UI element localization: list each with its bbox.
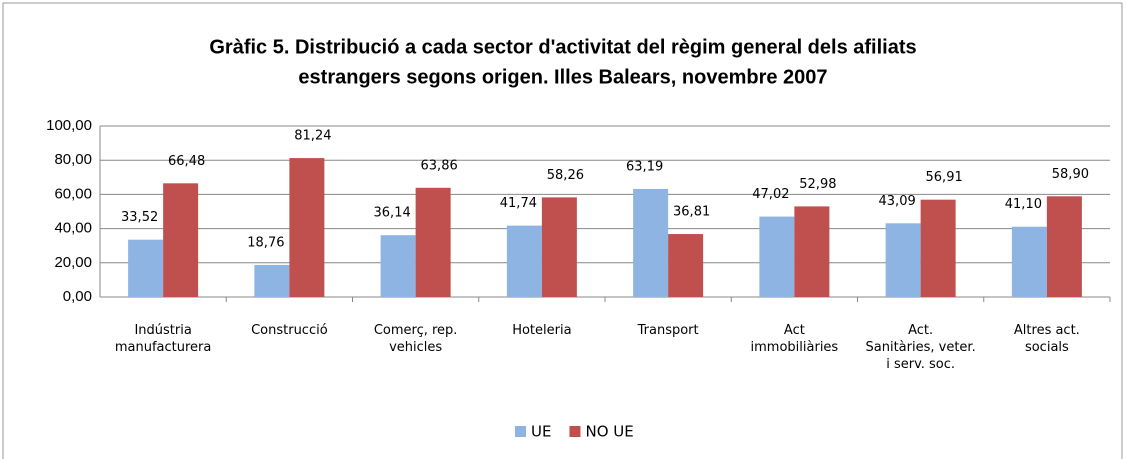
x-tick-label-line: Sanitàries, veter.: [866, 340, 976, 355]
bar: [254, 264, 290, 297]
chart-title: Gràfic 5. Distribució a cada sector d'ac…: [209, 36, 916, 58]
value-label: 56,91: [926, 170, 963, 185]
y-tick-label: 40,00: [54, 220, 92, 237]
x-tick-label-line: Indústria: [134, 323, 191, 338]
value-label: 63,86: [421, 158, 458, 173]
x-tick-label: Indústria manufacturera: [115, 323, 212, 355]
x-tick-label: Hoteleria: [512, 323, 571, 338]
value-label: 41,74: [500, 196, 537, 211]
legend-swatch: [515, 426, 526, 437]
y-tick-label: 100,00: [46, 117, 92, 134]
bar: [506, 225, 542, 297]
bar: [633, 188, 669, 297]
chart-title: estrangers segons origen. Illes Balears,…: [298, 66, 827, 88]
value-label: 52,98: [799, 177, 836, 192]
value-label: 58,26: [547, 168, 584, 183]
bar: [1011, 226, 1047, 297]
bar: [415, 187, 451, 297]
x-tick-label: Transport: [637, 323, 699, 338]
value-label: 36,81: [673, 205, 710, 220]
x-tick-label: Act immobiliàries: [751, 323, 839, 355]
bar: [885, 223, 921, 297]
bar: [289, 158, 325, 297]
value-label: 66,48: [168, 154, 205, 169]
x-tick-label-line: socials: [1025, 340, 1069, 355]
x-tick-label: Construcció: [251, 323, 328, 338]
y-tick-label: 20,00: [54, 254, 92, 271]
x-tick-label-line: Comerç, rep.: [374, 323, 458, 338]
y-tick-label: 0,00: [63, 288, 92, 305]
x-tick-label-line: Construcció: [251, 323, 328, 338]
value-label: 33,52: [121, 210, 158, 225]
value-label: 43,09: [879, 194, 916, 209]
legend-label: NO UE: [585, 423, 633, 441]
value-label: 41,10: [1005, 197, 1042, 212]
x-tick-label: Altres act. socials: [1014, 323, 1080, 355]
bar: [794, 206, 830, 297]
value-label: 58,90: [1052, 167, 1089, 182]
x-tick-label-line: manufacturera: [115, 340, 212, 355]
bar: [759, 216, 795, 297]
x-tick-label: Comerç, rep. vehicles: [374, 323, 458, 355]
bar: [163, 183, 199, 297]
bar: [1046, 196, 1082, 297]
x-tick-label-line: vehicles: [389, 340, 442, 355]
value-label: 36,14: [374, 206, 411, 221]
x-tick-label-line: Act.: [908, 323, 933, 338]
value-label: 47,02: [752, 187, 789, 202]
y-tick-label: 60,00: [54, 185, 92, 202]
bar: [541, 197, 577, 297]
value-label: 81,24: [294, 129, 331, 144]
legend-swatch: [569, 426, 581, 437]
x-tick-label: Act. Sanitàries, veter. i serv. soc.: [866, 323, 976, 372]
x-tick-label-line: i serv. soc.: [886, 357, 955, 372]
bar: [920, 199, 956, 297]
x-tick-label-line: Transport: [637, 323, 699, 338]
x-tick-label-line: Altres act.: [1014, 323, 1080, 338]
bar: [128, 239, 164, 297]
x-tick-label-line: immobiliàries: [751, 340, 839, 355]
x-tick-label-line: Act: [784, 323, 805, 338]
value-label: 18,76: [247, 235, 284, 250]
bar: [380, 235, 416, 297]
legend-label: UE: [531, 423, 551, 441]
value-label: 63,19: [626, 159, 663, 174]
y-tick-label: 80,00: [54, 151, 92, 168]
bar: [668, 234, 704, 297]
x-tick-label-line: Hoteleria: [512, 323, 571, 338]
